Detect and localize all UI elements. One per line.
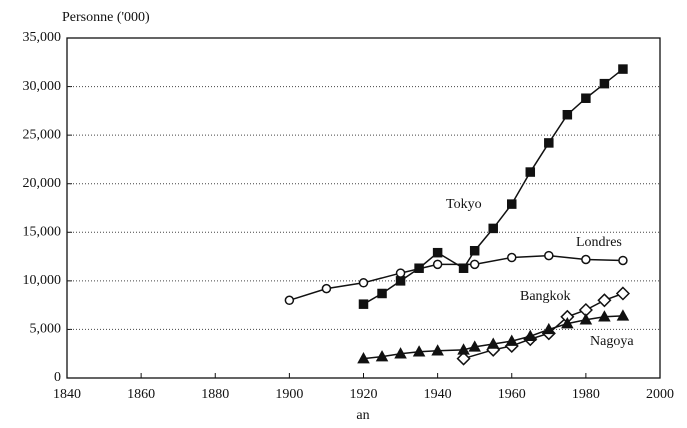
marker (457, 343, 470, 355)
marker (581, 93, 591, 103)
marker (544, 138, 554, 148)
marker (524, 329, 537, 341)
marker (469, 245, 480, 256)
x-tick-label: 1920 (350, 387, 378, 402)
marker (432, 259, 443, 270)
y-tick-label: 0 (54, 370, 61, 385)
marker (488, 223, 498, 234)
y-tick-label: 35,000 (23, 30, 62, 45)
marker (542, 322, 556, 335)
marker (507, 199, 517, 209)
marker (468, 340, 481, 352)
series-label: Nagoya (590, 334, 634, 349)
y-tick-label: 15,000 (23, 225, 62, 240)
series-label: Bangkok (520, 289, 571, 304)
x-tick-label: 1960 (498, 387, 526, 402)
marker (615, 286, 630, 301)
series-label: Londres (576, 235, 622, 250)
y-tick-label: 30,000 (23, 79, 62, 94)
marker (618, 64, 628, 74)
x-tick-label: 2000 (646, 387, 674, 402)
marker (616, 309, 630, 321)
plot-frame (66, 37, 661, 379)
marker (284, 295, 295, 306)
marker (598, 310, 611, 322)
marker (469, 259, 480, 270)
marker (395, 268, 406, 278)
x-tick-label: 1980 (572, 387, 600, 402)
marker (505, 334, 519, 346)
marker (358, 278, 369, 288)
marker (357, 352, 370, 364)
series-label: Tokyo (446, 197, 482, 212)
marker (618, 255, 628, 266)
y-axis-title: Personne ('000) (62, 10, 150, 25)
marker (507, 252, 517, 263)
marker (395, 276, 406, 286)
marker (544, 250, 554, 261)
marker (458, 263, 469, 273)
marker (562, 109, 573, 120)
marker (486, 337, 500, 349)
series-line (289, 254, 623, 302)
marker (456, 351, 471, 366)
marker (579, 313, 593, 325)
marker (561, 317, 574, 329)
marker (599, 78, 610, 89)
marker (597, 293, 612, 308)
marker (321, 283, 332, 294)
x-tick-label: 1880 (201, 387, 229, 402)
marker (394, 347, 407, 359)
marker (358, 299, 369, 309)
x-tick-label: 1900 (275, 387, 303, 402)
x-tick-label: 1940 (424, 387, 452, 402)
marker (377, 288, 387, 299)
marker (375, 350, 389, 362)
x-tick-label: 1840 (53, 387, 81, 402)
x-tick-label: 1860 (127, 387, 155, 402)
y-tick-label: 25,000 (23, 127, 62, 142)
marker (581, 254, 591, 265)
marker (525, 167, 536, 177)
y-tick-label: 10,000 (23, 273, 62, 288)
x-axis-title: an (356, 408, 369, 423)
y-tick-label: 5,000 (30, 322, 62, 337)
marker (432, 247, 443, 258)
y-tick-label: 20,000 (23, 176, 62, 191)
marker (412, 345, 426, 357)
marker (431, 344, 444, 356)
